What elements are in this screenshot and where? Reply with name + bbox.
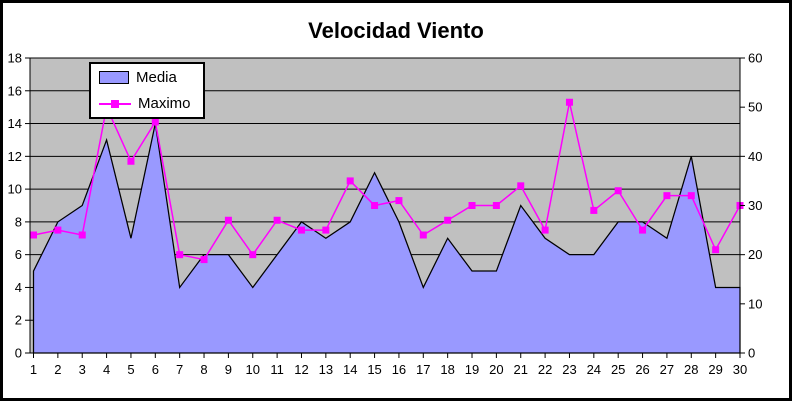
x-axis-tick-label: 6	[152, 362, 159, 377]
x-axis-tick-label: 16	[392, 362, 406, 377]
media-area-series	[32, 123, 741, 354]
maximo-marker	[78, 231, 86, 239]
x-axis-tick-label: 15	[367, 362, 381, 377]
maximo-line-series	[33, 102, 741, 261]
right-axis-tick-label: 60	[748, 51, 762, 66]
left-axis-tick-label: 16	[8, 83, 22, 98]
maximo-marker	[176, 251, 184, 259]
maximo-marker	[30, 231, 37, 239]
x-axis-tick-label: 13	[319, 362, 333, 377]
left-axis-tick-label: 12	[8, 149, 22, 164]
maximo-marker	[517, 182, 525, 190]
left-axis-tick-label: 14	[8, 116, 22, 131]
axes-and-ticks	[25, 57, 745, 358]
maximo-marker	[200, 256, 208, 264]
chart-title: Velocidad Viento	[308, 18, 484, 43]
maximo-polyline	[33, 102, 741, 261]
maximo-marker	[492, 202, 500, 209]
left-axis-tick-label: 18	[8, 51, 22, 66]
legend-label-media: Media	[136, 69, 177, 86]
x-axis-tick-label: 24	[587, 362, 601, 377]
right-axis-tick-label: 20	[748, 247, 762, 262]
x-axis-tick-label: 30	[733, 362, 747, 377]
legend-label-maximo: Maximo	[138, 95, 191, 112]
maximo-marker	[224, 216, 232, 224]
maximo-marker	[395, 197, 403, 205]
legend: Media Maximo	[89, 62, 205, 119]
left-axis-tick-label: 10	[8, 182, 22, 197]
x-axis-tick-label: 10	[246, 362, 260, 377]
x-axis-tick-label: 17	[416, 362, 430, 377]
x-axis-tick-label: 3	[79, 362, 86, 377]
maximo-marker	[371, 202, 379, 209]
left-axis-tick-label: 4	[15, 280, 22, 295]
media-area-swatch-icon	[99, 71, 129, 84]
x-axis-tick-label: 26	[635, 362, 649, 377]
x-axis-tick-label: 18	[440, 362, 454, 377]
maximo-marker	[346, 177, 354, 185]
legend-item-maximo: Maximo	[99, 93, 203, 115]
right-axis-tick-label: 0	[748, 346, 755, 361]
x-axis-tick-label: 23	[562, 362, 576, 377]
left-axis-tick-label: 6	[15, 247, 22, 262]
right-axis-tick-label: 50	[748, 100, 762, 115]
maximo-marker	[541, 226, 549, 234]
left-axis-tick-label: 2	[15, 313, 22, 328]
maximo-marker	[419, 231, 427, 239]
right-axis-tick-label: 40	[748, 149, 762, 164]
left-axis-tick-label: 8	[15, 214, 22, 229]
x-axis-tick-label: 21	[514, 362, 528, 377]
maximo-marker	[54, 226, 62, 234]
left-axis-tick-label: 0	[15, 346, 22, 361]
x-axis-tick-label: 2	[54, 362, 61, 377]
maximo-marker	[565, 98, 573, 106]
x-axis-tick-label: 29	[708, 362, 722, 377]
right-axis-tick-label: 10	[748, 296, 762, 311]
x-axis-tick-label: 22	[538, 362, 552, 377]
maximo-marker	[249, 251, 257, 259]
maximo-marker	[151, 118, 159, 126]
x-axis-tick-label: 7	[176, 362, 183, 377]
maximo-sample-marker	[111, 100, 119, 108]
x-axis-tick-label: 25	[611, 362, 625, 377]
x-axis-tick-label: 19	[465, 362, 479, 377]
x-axis-tick-label: 8	[200, 362, 207, 377]
right-axis-tick-label: 30	[748, 198, 762, 213]
x-axis-tick-label: 14	[343, 362, 357, 377]
x-axis-tick-label: 27	[660, 362, 674, 377]
maximo-marker	[297, 226, 305, 234]
x-axis-tick-label: 9	[225, 362, 232, 377]
x-axis-tick-label: 12	[294, 362, 308, 377]
maximo-marker	[639, 226, 647, 234]
x-axis-tick-label: 11	[270, 362, 284, 377]
maximo-marker	[322, 226, 330, 234]
x-axis-tick-label: 5	[127, 362, 134, 377]
maximo-marker	[127, 157, 135, 165]
maximo-marker	[687, 192, 695, 200]
maximo-marker	[273, 216, 281, 224]
maximo-marker	[468, 202, 476, 209]
x-axis-tick-label: 20	[489, 362, 503, 377]
maximo-marker	[444, 216, 452, 224]
maximo-marker	[614, 187, 622, 195]
x-axis-tick-label: 4	[103, 362, 110, 377]
x-axis-tick-label: 1	[30, 362, 37, 377]
maximo-marker	[712, 246, 720, 254]
legend-item-media: Media	[99, 67, 203, 89]
maximo-line-swatch-icon	[99, 97, 131, 110]
x-axis-tick-label: 28	[684, 362, 698, 377]
maximo-marker	[590, 206, 598, 214]
maximo-marker	[663, 192, 671, 200]
media-area-polygon	[32, 123, 741, 354]
